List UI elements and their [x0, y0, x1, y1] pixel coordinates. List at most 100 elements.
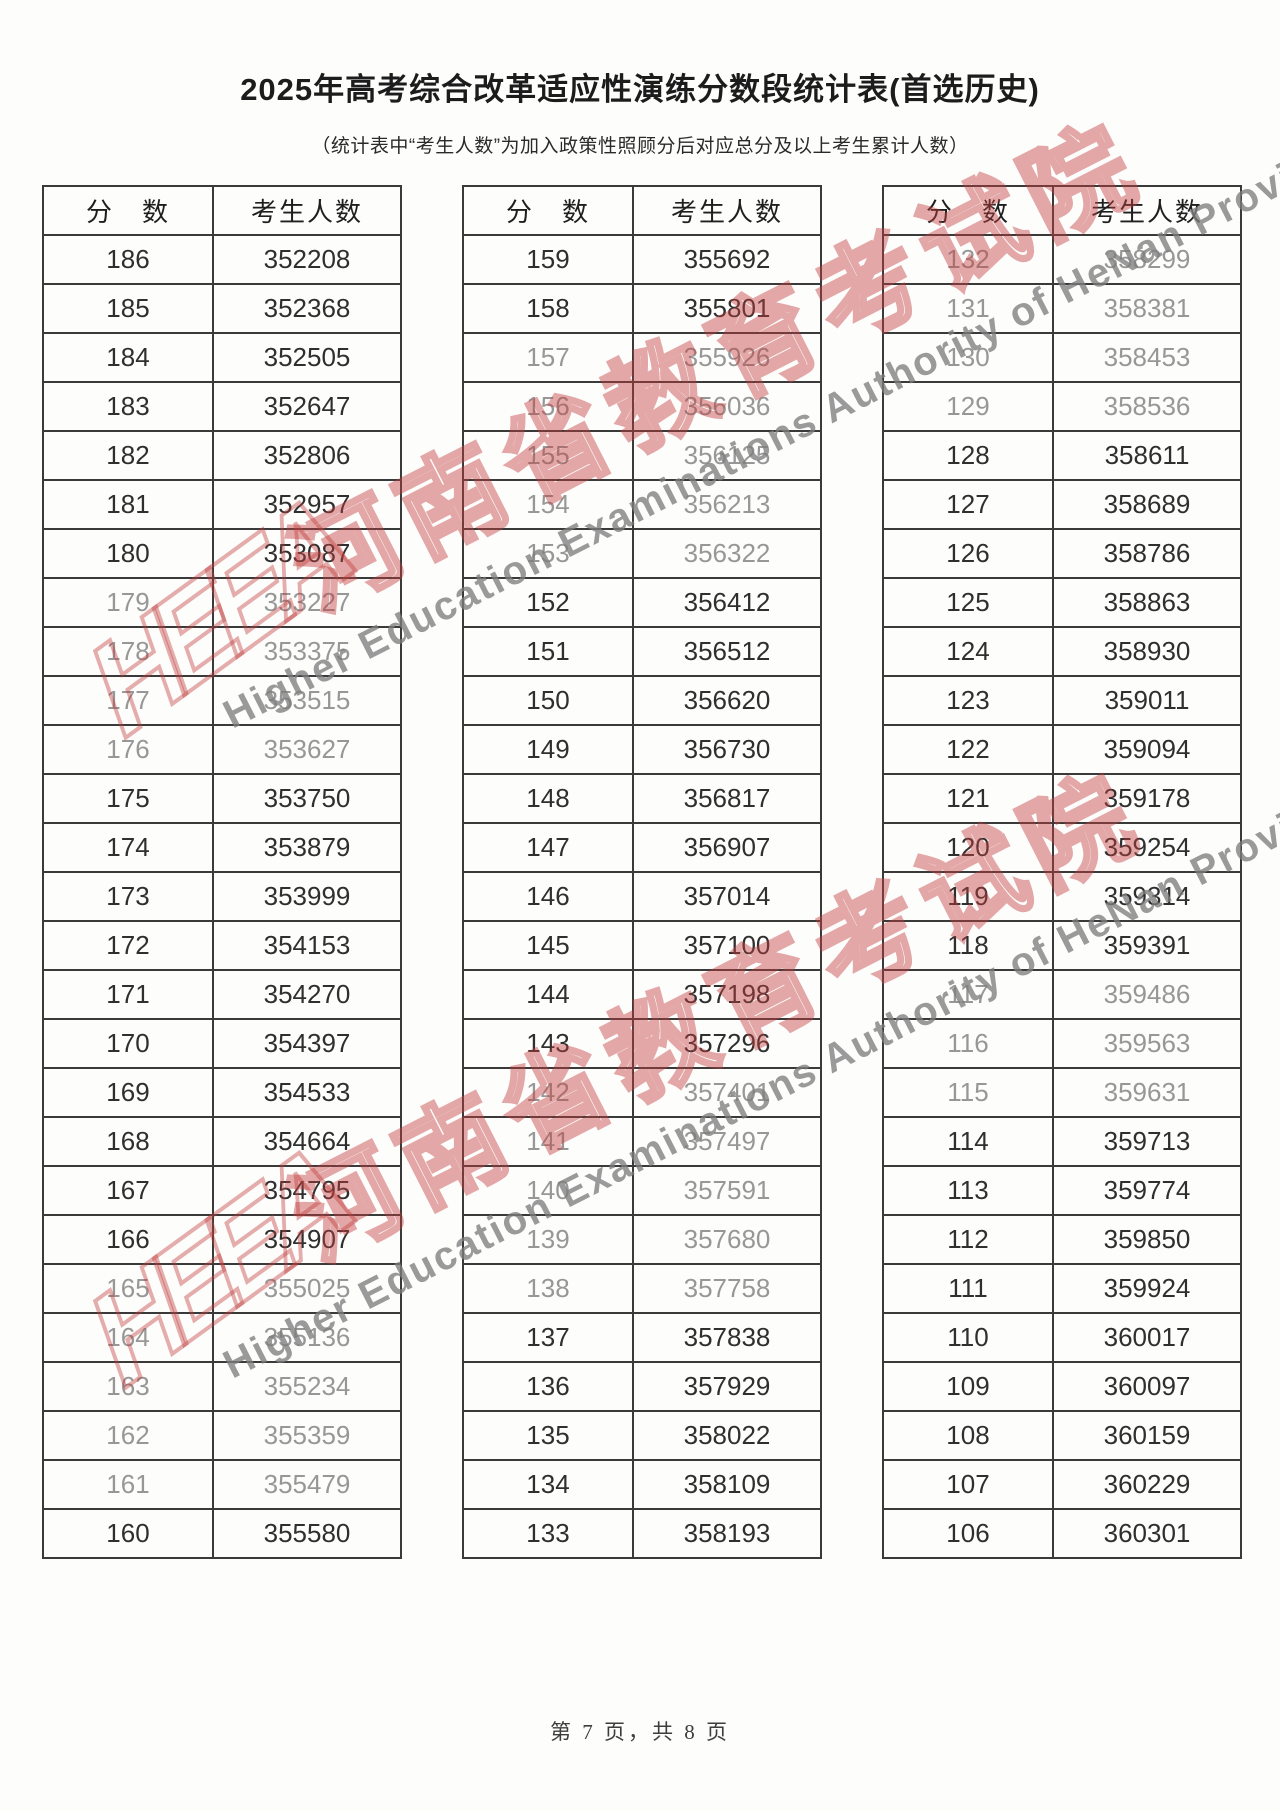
- table-row: 186 352208: [42, 234, 402, 285]
- score-cell: 155: [462, 430, 634, 481]
- score-table-middle: 分 数考生人数 159 355692 158 355801 157 355926 156 356…: [462, 185, 822, 1559]
- score-cell: 147: [462, 822, 634, 873]
- table-row: 123 359011: [882, 675, 1242, 726]
- count-cell: 358930: [1052, 626, 1242, 677]
- score-cell: 158: [462, 283, 634, 334]
- table-row: 131 358381: [882, 283, 1242, 334]
- count-cell: 358453: [1052, 332, 1242, 383]
- table-row: 135 358022: [462, 1410, 822, 1461]
- score-cell: 121: [882, 773, 1054, 824]
- score-cell: 151: [462, 626, 634, 677]
- table-row: 127 358689: [882, 479, 1242, 530]
- count-cell: 356412: [632, 577, 822, 628]
- count-cell: 357680: [632, 1214, 822, 1265]
- count-cell: 352647: [212, 381, 402, 432]
- count-cell: 352806: [212, 430, 402, 481]
- score-cell: 179: [42, 577, 214, 628]
- count-cell: 358786: [1052, 528, 1242, 579]
- count-cell: 356125: [632, 430, 822, 481]
- count-cell: 355580: [212, 1508, 402, 1559]
- score-cell: 138: [462, 1263, 634, 1314]
- score-cell: 167: [42, 1165, 214, 1216]
- count-cell: 357100: [632, 920, 822, 971]
- score-cell: 165: [42, 1263, 214, 1314]
- score-cell: 133: [462, 1508, 634, 1559]
- table-row: 125 358863: [882, 577, 1242, 628]
- score-cell: 108: [882, 1410, 1054, 1461]
- count-cell: 353375: [212, 626, 402, 677]
- page-subtitle: （统计表中“考生人数”为加入政策性照顾分后对应总分及以上考生累计人数）: [311, 136, 969, 157]
- score-cell: 136: [462, 1361, 634, 1412]
- score-cell: 159: [462, 234, 634, 285]
- score-cell: 149: [462, 724, 634, 775]
- score-cell: 183: [42, 381, 214, 432]
- table-row: 126 358786: [882, 528, 1242, 579]
- table-row: 148 356817: [462, 773, 822, 824]
- score-cell: 142: [462, 1067, 634, 1118]
- count-cell: 353750: [212, 773, 402, 824]
- score-cell: 139: [462, 1214, 634, 1265]
- table-row: 157 355926: [462, 332, 822, 383]
- score-cell: 184: [42, 332, 214, 383]
- table-row: 163 355234: [42, 1361, 402, 1412]
- table-row: 173 353999: [42, 871, 402, 922]
- table-row: 183 352647: [42, 381, 402, 432]
- table-row: 153 356322: [462, 528, 822, 579]
- table-row: 107 360229: [882, 1459, 1242, 1510]
- table-row: 113 359774: [882, 1165, 1242, 1216]
- count-cell: 352505: [212, 332, 402, 383]
- table-row: 114 359713: [882, 1116, 1242, 1167]
- count-cell: 355234: [212, 1361, 402, 1412]
- count-cell: 360017: [1052, 1312, 1242, 1363]
- table-row: 180 353087: [42, 528, 402, 579]
- table-row: 120 359254: [882, 822, 1242, 873]
- count-header: 考生人数: [212, 185, 402, 236]
- header-row: 分 数考生人数: [42, 185, 402, 236]
- score-cell: 175: [42, 773, 214, 824]
- score-cell: 109: [882, 1361, 1054, 1412]
- score-cell: 128: [882, 430, 1054, 481]
- table-row: 136 357929: [462, 1361, 822, 1412]
- score-cell: 174: [42, 822, 214, 873]
- count-cell: 358022: [632, 1410, 822, 1461]
- score-cell: 134: [462, 1459, 634, 1510]
- score-cell: 130: [882, 332, 1054, 383]
- table-row: 132 358299: [882, 234, 1242, 285]
- score-cell: 163: [42, 1361, 214, 1412]
- count-cell: 353879: [212, 822, 402, 873]
- table-row: 118 359391: [882, 920, 1242, 971]
- count-cell: 359563: [1052, 1018, 1242, 1069]
- table-row: 158 355801: [462, 283, 822, 334]
- count-cell: 354795: [212, 1165, 402, 1216]
- score-cell: 115: [882, 1067, 1054, 1118]
- table-row: 144 357198: [462, 969, 822, 1020]
- count-cell: 357198: [632, 969, 822, 1020]
- table-row: 181 352957: [42, 479, 402, 530]
- count-cell: 357296: [632, 1018, 822, 1069]
- score-cell: 123: [882, 675, 1054, 726]
- score-cell: 164: [42, 1312, 214, 1363]
- score-cell: 178: [42, 626, 214, 677]
- count-cell: 359631: [1052, 1067, 1242, 1118]
- count-cell: 353227: [212, 577, 402, 628]
- table-row: 185 352368: [42, 283, 402, 334]
- count-cell: 359094: [1052, 724, 1242, 775]
- score-cell: 181: [42, 479, 214, 530]
- score-cell: 172: [42, 920, 214, 971]
- table-row: 124 358930: [882, 626, 1242, 677]
- table-row: 156 356036: [462, 381, 822, 432]
- score-cell: 152: [462, 577, 634, 628]
- score-cell: 177: [42, 675, 214, 726]
- table-row: 175 353750: [42, 773, 402, 824]
- score-cell: 144: [462, 969, 634, 1020]
- table-row: 111 359924: [882, 1263, 1242, 1314]
- count-cell: 358689: [1052, 479, 1242, 530]
- score-header: 分 数: [882, 185, 1054, 236]
- count-cell: 352368: [212, 283, 402, 334]
- count-cell: 359486: [1052, 969, 1242, 1020]
- score-cell: 160: [42, 1508, 214, 1559]
- table-row: 109 360097: [882, 1361, 1242, 1412]
- score-cell: 145: [462, 920, 634, 971]
- score-table-right: 分 数考生人数 132 358299 131 358381 130 358453 129 358…: [882, 185, 1242, 1559]
- score-cell: 113: [882, 1165, 1054, 1216]
